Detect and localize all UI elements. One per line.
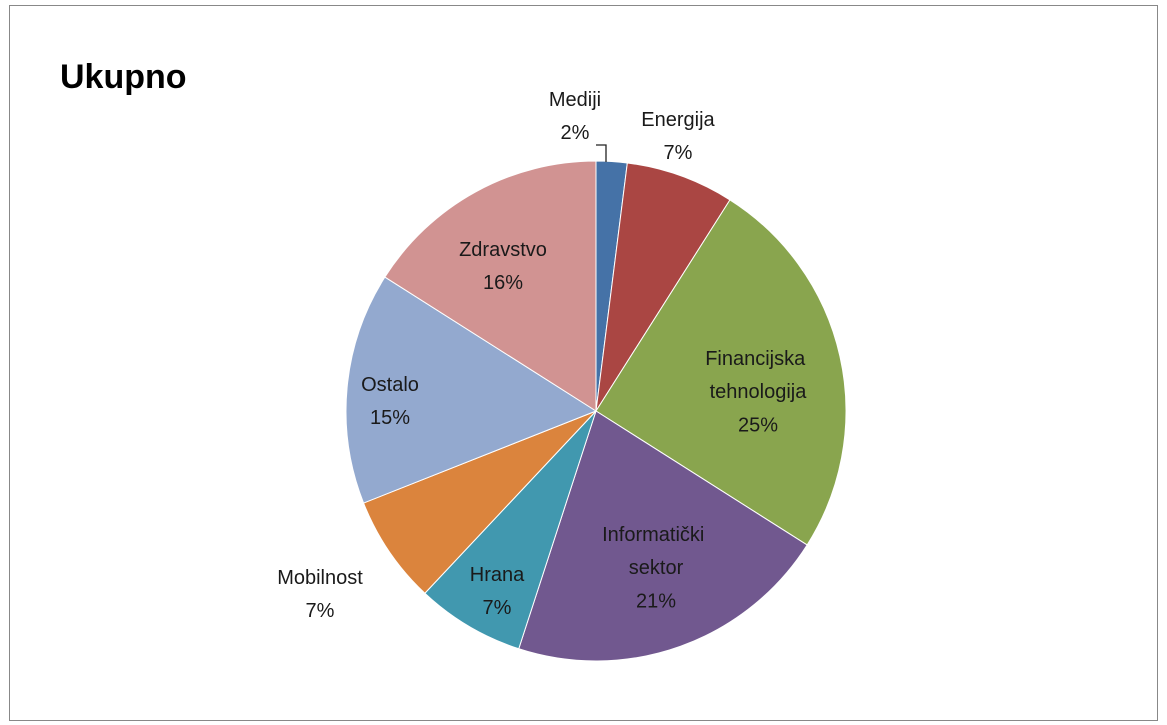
slice-label-value: 15%: [370, 407, 410, 429]
chart-title: Ukupno: [60, 58, 187, 96]
pie-slice: [595, 199, 847, 546]
slice-label-name: Mobilnost: [277, 567, 363, 589]
slice-label-value: 7%: [483, 597, 512, 619]
slice-label-value: 25%: [738, 414, 778, 436]
pie-slice: [362, 410, 597, 594]
slice-label-value: 7%: [664, 142, 693, 164]
slice-label-name: Hrana: [470, 564, 525, 586]
leader-line: [596, 144, 607, 162]
slice-label-name: Energija: [641, 109, 715, 131]
slice-label-name: Informatički sektor: [602, 524, 710, 579]
slice-label-value: 16%: [483, 272, 523, 294]
pie-slice: [595, 162, 731, 412]
slice-label-value: 2%: [561, 122, 590, 144]
slice-label-value: 7%: [306, 600, 335, 622]
pie-slice: [518, 410, 808, 662]
pie-slice: [384, 160, 597, 412]
slice-label-name: Mediji: [549, 89, 601, 111]
slice-label-name: Financijska tehnologija: [705, 348, 811, 403]
pie-slice: [424, 410, 597, 650]
slice-label-name: Zdravstvo: [459, 239, 547, 261]
pie-slice: [345, 276, 598, 504]
slices: [345, 160, 847, 662]
slice-label-value: 21%: [636, 590, 676, 612]
slice-label-name: Ostalo: [361, 374, 419, 396]
